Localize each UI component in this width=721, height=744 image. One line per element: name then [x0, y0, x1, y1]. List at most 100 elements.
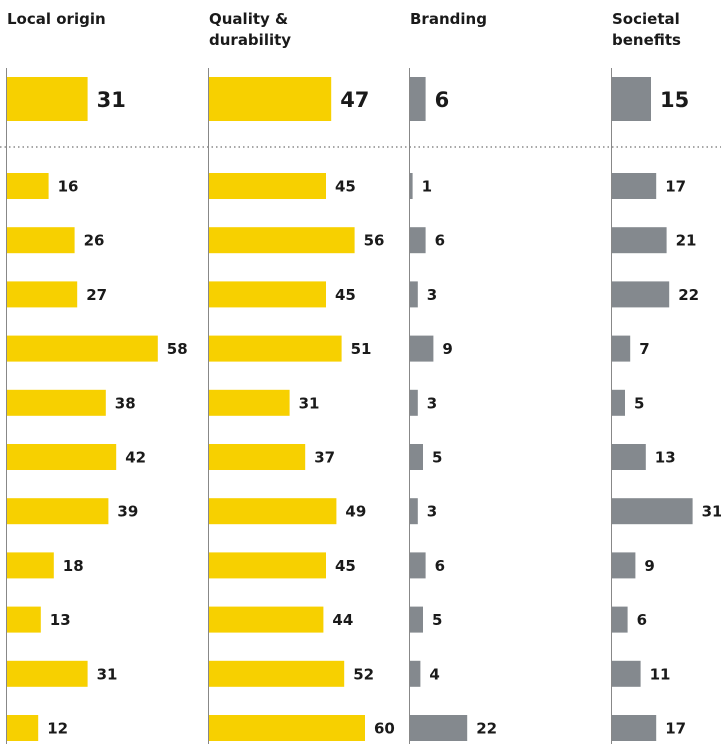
panel-4-bar-label-7: 31 — [702, 503, 721, 521]
panel-2-bar-label-4: 51 — [351, 340, 372, 358]
panel-2-bar-6 — [209, 444, 306, 470]
panel-4-bar-2 — [612, 227, 667, 254]
panel-2-total-bar — [209, 77, 332, 121]
panel-1-bar-label-10: 31 — [97, 665, 118, 683]
panel-1-bar-4 — [7, 335, 158, 362]
panel-3-bar-10 — [410, 660, 421, 687]
panel-4-bar-6 — [612, 444, 646, 470]
panel-4-bar-label-2: 21 — [676, 232, 697, 250]
panel-1-bar-label-5: 38 — [115, 394, 136, 412]
panel-2-title-line-2: durability — [209, 31, 291, 49]
panel-3-bar-label-9: 5 — [432, 611, 442, 629]
panel-3-bar-label-4: 9 — [442, 340, 452, 358]
panel-3-bar-label-8: 6 — [435, 557, 445, 575]
panel-3-bar-label-7: 3 — [427, 503, 437, 521]
panel-1-bar-7 — [7, 498, 109, 525]
panel-4-title-line-1: Societal — [612, 10, 680, 28]
panel-1-bar-9 — [7, 606, 41, 633]
panel-2-bar-11 — [209, 715, 365, 741]
panel-2-bar-label-3: 45 — [335, 286, 356, 304]
panel-4-bar-11 — [612, 715, 657, 741]
panel-2-bar-8 — [209, 552, 326, 579]
panel-4-total-bar — [612, 77, 651, 121]
panel-4-bar-label-9: 6 — [637, 611, 647, 629]
panel-1-total-label: 31 — [97, 88, 126, 112]
panel-2-bar-label-8: 45 — [335, 557, 356, 575]
panel-4-bar-label-6: 13 — [655, 449, 676, 467]
panel-3-bar-2 — [410, 227, 426, 254]
panel-1-bar-label-7: 39 — [117, 503, 138, 521]
panel-1-bar-label-3: 27 — [86, 286, 107, 304]
panel-1-bar-label-1: 16 — [58, 178, 79, 196]
panel-3-bar-11 — [410, 715, 468, 741]
panel-4-title-line-2: benefits — [612, 31, 681, 49]
panel-4-bar-3 — [612, 281, 670, 308]
panel-1-total-bar — [7, 77, 88, 121]
panel-3-bar-1 — [410, 173, 413, 199]
panel-3-total-label: 6 — [435, 88, 450, 112]
panel-4-bar-label-3: 22 — [678, 286, 699, 304]
panel-1-bar-10 — [7, 660, 88, 687]
panel-2-bar-label-2: 56 — [364, 232, 385, 250]
panel-3-bar-4 — [410, 335, 434, 362]
panel-1-bar-label-6: 42 — [125, 449, 146, 467]
panel-1-bar-6 — [7, 444, 117, 470]
panel-1-bar-label-9: 13 — [50, 611, 71, 629]
panel-1-bar-label-8: 18 — [63, 557, 84, 575]
panel-2-bar-7 — [209, 498, 337, 525]
panel-1-bar-11 — [7, 715, 39, 741]
panel-4-bar-9 — [612, 606, 628, 633]
panel-2-bar-10 — [209, 660, 345, 687]
panel-4-bar-label-8: 9 — [644, 557, 654, 575]
panel-2-total-label: 47 — [340, 88, 369, 112]
panel-2-bar-2 — [209, 227, 355, 254]
panel-2-bar-5 — [209, 389, 290, 416]
panel-1-title: Local origin — [7, 10, 106, 28]
panel-3-total-bar — [410, 77, 426, 121]
panel-2-bar-label-9: 44 — [332, 611, 353, 629]
panel-3-bar-5 — [410, 389, 418, 416]
panel-2-bar-label-11: 60 — [374, 720, 395, 738]
panel-4-bar-label-10: 11 — [650, 665, 671, 683]
panel-1-bar-label-4: 58 — [167, 340, 188, 358]
panel-3-bar-6 — [410, 444, 423, 470]
panel-2-title-line-1: Quality & — [209, 10, 288, 28]
panel-1-bar-2 — [7, 227, 75, 254]
panel-3-bar-3 — [410, 281, 418, 308]
panel-4-bar-4 — [612, 335, 631, 362]
panel-3-bar-9 — [410, 606, 423, 633]
panel-4-total-label: 15 — [660, 88, 689, 112]
panel-4-bar-10 — [612, 660, 641, 687]
panel-1-bar-8 — [7, 552, 54, 579]
panel-2-bar-label-5: 31 — [299, 394, 320, 412]
panel-4-bar-1 — [612, 173, 657, 199]
panel-3-title: Branding — [410, 10, 487, 28]
panel-3-bar-label-3: 3 — [427, 286, 437, 304]
panel-2-bar-label-7: 49 — [345, 503, 366, 521]
panel-3-bar-8 — [410, 552, 426, 579]
panel-4-bar-label-1: 17 — [665, 178, 686, 196]
panel-3-bar-label-11: 22 — [476, 720, 497, 738]
panel-2-bar-label-1: 45 — [335, 178, 356, 196]
panel-4-bar-label-4: 7 — [639, 340, 649, 358]
panel-4-bar-label-11: 17 — [665, 720, 686, 738]
panel-3-bar-label-10: 4 — [429, 665, 439, 683]
panel-3-bar-7 — [410, 498, 418, 525]
panel-2-bar-label-6: 37 — [314, 449, 335, 467]
panel-2-bar-1 — [209, 173, 326, 199]
panel-4-bar-8 — [612, 552, 636, 579]
panel-3-bar-label-6: 5 — [432, 449, 442, 467]
panel-1-bar-1 — [7, 173, 49, 199]
panel-4-bar-label-5: 5 — [634, 394, 644, 412]
panel-4-bar-5 — [612, 389, 625, 416]
panel-3-bar-label-5: 3 — [427, 394, 437, 412]
panel-2-bar-label-10: 52 — [353, 665, 374, 683]
panel-1-bar-label-2: 26 — [84, 232, 105, 250]
panel-2-bar-3 — [209, 281, 326, 308]
panel-4-bar-7 — [612, 498, 693, 525]
panel-3-bar-label-2: 6 — [435, 232, 445, 250]
panel-1-bar-5 — [7, 389, 106, 416]
panel-2-bar-4 — [209, 335, 342, 362]
panel-2-bar-9 — [209, 606, 324, 633]
